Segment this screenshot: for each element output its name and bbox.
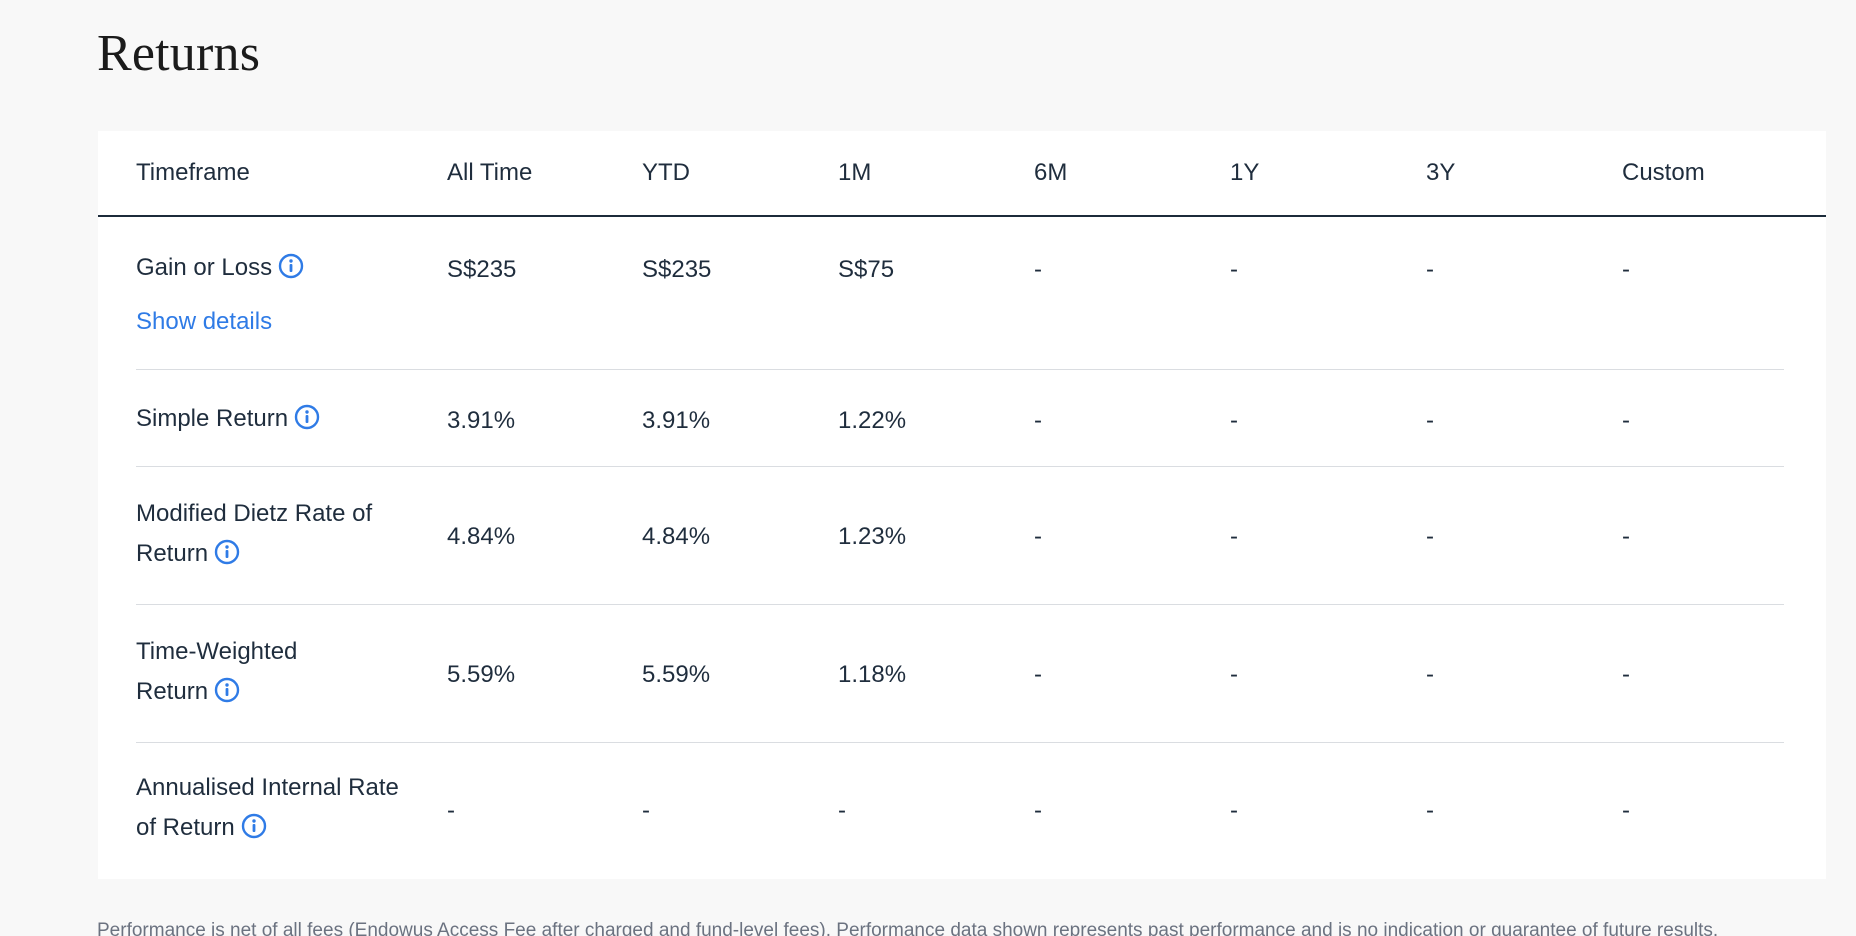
value-6m: - xyxy=(1034,661,1042,688)
info-circle-icon[interactable] xyxy=(214,677,240,703)
value-6m: - xyxy=(1034,407,1042,434)
value-3y: - xyxy=(1426,661,1434,688)
header-ytd[interactable]: YTD xyxy=(642,159,690,186)
value-1y: - xyxy=(1230,797,1238,824)
value-all-time: 3.91% xyxy=(447,407,516,434)
header-1y[interactable]: 1Y xyxy=(1230,159,1260,186)
value-3y: - xyxy=(1426,523,1434,550)
row-label-time-weighted-line1: Time-Weighted xyxy=(136,638,298,665)
table-row-gain-or-loss: Gain or Loss Show details S$235 S$235 S$… xyxy=(136,218,1784,370)
value-ytd: 4.84% xyxy=(642,523,711,550)
value-ytd: 5.59% xyxy=(642,661,711,688)
row-label-modified-dietz-line1: Modified Dietz Rate of xyxy=(136,500,373,527)
value-ytd: 3.91% xyxy=(642,407,711,434)
page-title: Returns xyxy=(97,25,261,82)
info-circle-icon[interactable] xyxy=(214,539,240,565)
row-label-annualised-irr-line2: of Return xyxy=(136,814,235,841)
header-1m[interactable]: 1M xyxy=(838,159,872,186)
value-all-time: - xyxy=(447,797,455,824)
info-circle-icon[interactable] xyxy=(294,404,320,430)
value-1y: - xyxy=(1230,256,1238,283)
returns-table: Timeframe All Time YTD 1M 6M 1Y 3Y Custo… xyxy=(98,131,1826,879)
header-custom[interactable]: Custom xyxy=(1622,159,1705,186)
table-row-modified-dietz: Modified Dietz Rate of Return 4.84% 4.84… xyxy=(136,468,1784,605)
row-label-time-weighted-line2: Return xyxy=(136,678,209,705)
value-1y: - xyxy=(1230,407,1238,434)
header-3y[interactable]: 3Y xyxy=(1426,159,1456,186)
value-1m: - xyxy=(838,797,846,824)
value-custom: - xyxy=(1622,407,1630,434)
value-ytd: - xyxy=(642,797,650,824)
value-1m: S$75 xyxy=(838,256,895,283)
value-ytd: S$235 xyxy=(642,256,712,283)
row-label-simple-return: Simple Return xyxy=(136,405,289,432)
value-custom: - xyxy=(1622,256,1630,283)
header-timeframe: Timeframe xyxy=(136,159,250,186)
row-label-annualised-irr-line1: Annualised Internal Rate xyxy=(136,774,399,801)
value-6m: - xyxy=(1034,523,1042,550)
info-circle-icon[interactable] xyxy=(278,253,304,279)
table-row-annualised-irr: Annualised Internal Rate of Return - - -… xyxy=(136,744,1784,879)
row-label-modified-dietz-line2: Return xyxy=(136,540,209,567)
value-all-time: S$235 xyxy=(447,256,517,283)
value-1y: - xyxy=(1230,523,1238,550)
value-1y: - xyxy=(1230,661,1238,688)
table-header-row: Timeframe All Time YTD 1M 6M 1Y 3Y Custo… xyxy=(98,131,1826,217)
value-all-time: 4.84% xyxy=(447,523,516,550)
value-custom: - xyxy=(1622,661,1630,688)
header-6m[interactable]: 6M xyxy=(1034,159,1068,186)
value-custom: - xyxy=(1622,523,1630,550)
value-custom: - xyxy=(1622,797,1630,824)
value-1m: 1.22% xyxy=(838,407,907,434)
value-3y: - xyxy=(1426,256,1434,283)
value-all-time: 5.59% xyxy=(447,661,516,688)
performance-footnote: Performance is net of all fees (Endowus … xyxy=(97,920,1719,936)
table-row-time-weighted: Time-Weighted Return 5.59% 5.59% 1.18% -… xyxy=(136,606,1784,743)
row-label-gain-or-loss: Gain or Loss xyxy=(136,254,273,281)
value-1m: 1.18% xyxy=(838,661,907,688)
value-3y: - xyxy=(1426,797,1434,824)
value-6m: - xyxy=(1034,797,1042,824)
show-details-link[interactable]: Show details xyxy=(136,308,273,335)
table-row-simple-return: Simple Return 3.91% 3.91% 1.22% - - - - xyxy=(136,371,1784,467)
info-circle-icon[interactable] xyxy=(241,813,267,839)
value-3y: - xyxy=(1426,407,1434,434)
value-1m: 1.23% xyxy=(838,523,907,550)
header-all-time[interactable]: All Time xyxy=(447,159,533,186)
value-6m: - xyxy=(1034,256,1042,283)
